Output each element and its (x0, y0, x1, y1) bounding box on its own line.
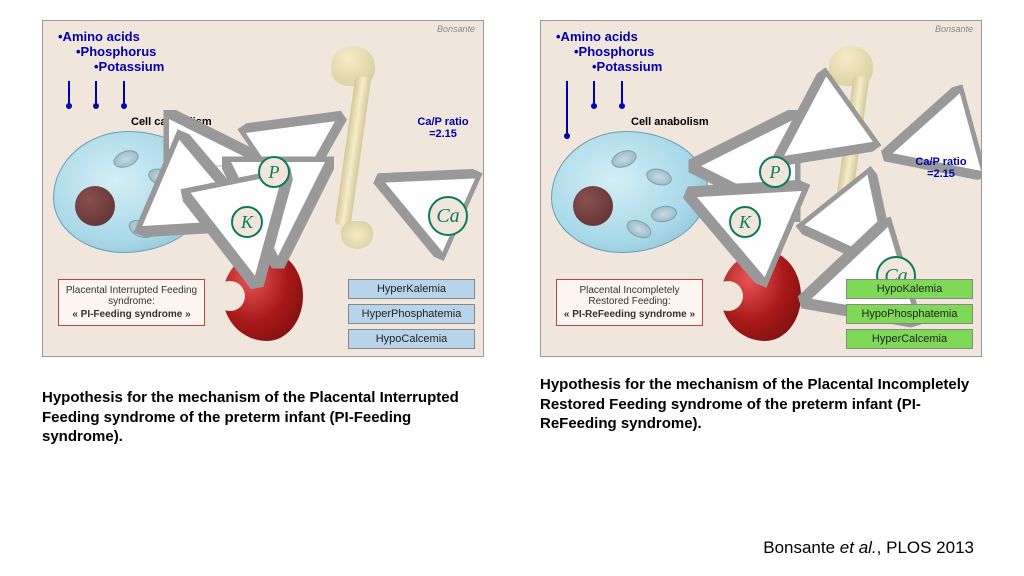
syndrome-line2: « PI-Feeding syndrome » (64, 309, 199, 320)
caption-left: Hypothesis for the mechanism of the Plac… (42, 388, 492, 447)
drop-dot (93, 103, 99, 109)
citation-rest: , PLOS 2013 (877, 538, 974, 557)
drop-dot (66, 103, 72, 109)
drop-line (621, 81, 623, 103)
status-calcemia: HypoCalcemia (348, 329, 475, 349)
nutrient-p: •Phosphorus (574, 44, 662, 59)
element-ca: Ca (428, 196, 468, 236)
nutrient-k: •Potassium (94, 59, 164, 74)
syndrome-line2: « PI-ReFeeding syndrome » (562, 309, 697, 320)
watermark: Bonsante (935, 24, 973, 34)
panel-pi-refeeding: Bonsante •Amino acids •Phosphorus •Potas… (540, 20, 982, 357)
element-p: P (759, 156, 791, 188)
syndrome-box: Placental Incompletely Restored Feeding:… (556, 279, 703, 326)
citation-author: Bonsante (763, 538, 840, 557)
nutrient-p: •Phosphorus (76, 44, 164, 59)
drop-line (68, 81, 70, 103)
nutrient-list: •Amino acids •Phosphorus •Potassium (556, 29, 662, 74)
status-kalemia: HyperKalemia (348, 279, 475, 299)
element-k: K (231, 206, 263, 238)
element-p: P (258, 156, 290, 188)
panel-pi-feeding: Bonsante •Amino acids •Phosphorus •Potas… (42, 20, 484, 357)
syndrome-box: Placental Interrupted Feeding syndrome: … (58, 279, 205, 326)
citation-etal: et al. (840, 538, 877, 557)
drop-dot (591, 103, 597, 109)
status-phosphatemia: HyperPhosphatemia (348, 304, 475, 324)
bone-icon (821, 46, 881, 256)
status-phosphatemia: HypoPhosphatemia (846, 304, 973, 324)
kidney-icon (223, 251, 308, 341)
element-k: K (729, 206, 761, 238)
drop-dot (121, 103, 127, 109)
ratio-label: Ca/P ratio =2.15 (408, 116, 478, 140)
cell-icon (53, 131, 208, 251)
drop-dot (619, 103, 625, 109)
drop-line (566, 81, 568, 133)
syndrome-line1: Placental Incompletely Restored Feeding: (579, 285, 679, 307)
caption-right: Hypothesis for the mechanism of the Plac… (540, 375, 990, 434)
cell-label: Cell anabolism (631, 116, 709, 128)
bone-icon (323, 46, 383, 256)
drop-line (123, 81, 125, 103)
watermark: Bonsante (437, 24, 475, 34)
drop-line (95, 81, 97, 103)
nutrient-aa: •Amino acids (556, 29, 662, 44)
status-kalemia: HypoKalemia (846, 279, 973, 299)
citation: Bonsante et al., PLOS 2013 (763, 538, 974, 558)
cell-label: Cell catabolism (131, 116, 212, 128)
ratio-label: Ca/P ratio =2.15 (906, 156, 976, 180)
kidney-icon (721, 251, 806, 341)
syndrome-line1: Placental Interrupted Feeding syndrome: (66, 285, 197, 307)
status-calcemia: HyperCalcemia (846, 329, 973, 349)
nutrient-aa: •Amino acids (58, 29, 164, 44)
drop-line (593, 81, 595, 103)
nutrient-k: •Potassium (592, 59, 662, 74)
nutrient-list: •Amino acids •Phosphorus •Potassium (58, 29, 164, 74)
cell-icon (551, 131, 706, 251)
